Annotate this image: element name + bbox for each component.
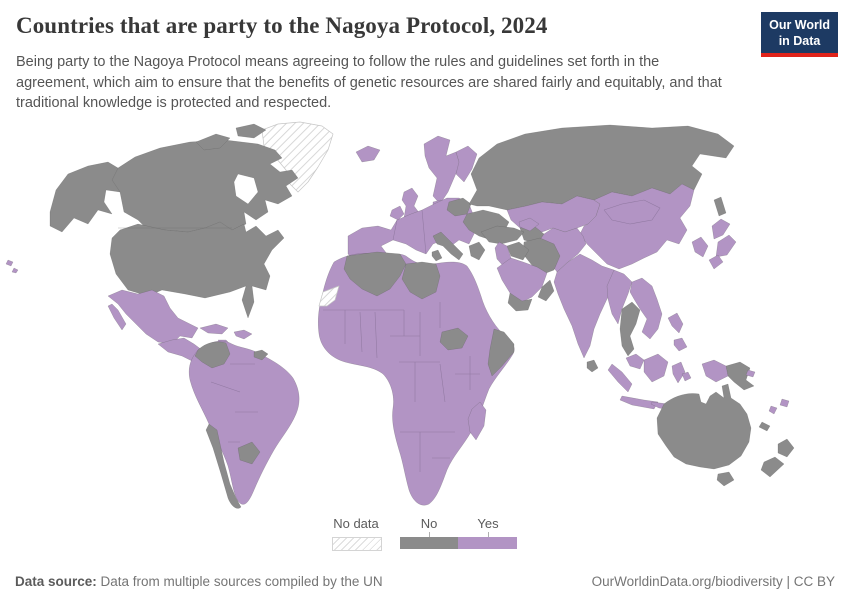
country-vanuatu[interactable] (768, 405, 778, 415)
country-cuba[interactable] (199, 323, 229, 335)
owid-logo-line1: Our World (769, 18, 830, 32)
country-pacific-island[interactable] (11, 267, 19, 274)
legend-label-no: No (420, 516, 438, 531)
country-canada[interactable] (111, 139, 299, 233)
country-caucasus[interactable] (518, 217, 540, 232)
chart-footer: Data source: Data from multiple sources … (0, 574, 850, 589)
country-new-zealand[interactable] (760, 456, 785, 478)
country-italy[interactable] (432, 231, 464, 261)
country-iceland[interactable] (355, 145, 381, 163)
country-south-sudan[interactable] (439, 327, 469, 351)
country-arctic-islands[interactable] (235, 123, 267, 139)
country-fiji[interactable] (779, 398, 790, 408)
country-thailand[interactable] (619, 301, 641, 357)
country-sri-lanka[interactable] (586, 359, 599, 373)
country-australia[interactable] (656, 383, 752, 470)
country-alaska[interactable] (49, 161, 121, 233)
country-moluccas[interactable] (681, 371, 692, 382)
country-paraguay[interactable] (237, 441, 261, 465)
country-philippines[interactable] (673, 337, 688, 352)
country-borneo[interactable] (643, 353, 669, 383)
country-chile[interactable] (205, 423, 242, 509)
owid-logo: Our World in Data (761, 12, 838, 57)
country-new-zealand[interactable] (777, 438, 795, 458)
country-suriname[interactable] (253, 349, 269, 361)
country-ireland[interactable] (389, 205, 405, 221)
country-japan[interactable] (708, 254, 724, 270)
owid-url-link[interactable]: OurWorldinData.org/biodiversity (591, 574, 783, 589)
legend-swatch-yes[interactable] (458, 537, 517, 549)
country-algeria[interactable] (343, 251, 407, 297)
region-africa[interactable] (317, 253, 515, 506)
country-somalia[interactable] (487, 328, 515, 377)
country-malaysia[interactable] (625, 353, 645, 370)
country-japan[interactable] (711, 218, 731, 240)
country-sakhalin[interactable] (713, 196, 727, 217)
country-iran[interactable] (522, 237, 561, 276)
footer-attribution: OurWorldinData.org/biodiversity | CC BY (592, 574, 835, 589)
country-japan[interactable] (715, 234, 737, 258)
country-sardinia[interactable] (431, 249, 443, 262)
data-source-text: Data from multiple sources compiled by t… (96, 574, 383, 589)
country-libya[interactable] (401, 261, 441, 300)
country-western-sahara[interactable] (318, 285, 340, 307)
map-legend: No data No Yes (332, 516, 532, 552)
country-pacific-island[interactable] (5, 259, 14, 267)
license-text: | CC BY (782, 574, 835, 589)
country-new-caledonia[interactable] (758, 421, 771, 432)
country-oman[interactable] (537, 279, 555, 302)
country-korea[interactable] (691, 236, 709, 258)
country-solomon-islands[interactable] (745, 369, 756, 378)
country-indochina[interactable] (629, 277, 663, 340)
data-source-label: Data source: (15, 574, 97, 589)
legend-tick-yes (488, 532, 489, 537)
legend-tick-no (429, 532, 430, 537)
country-greece[interactable] (468, 241, 486, 261)
legend-swatch-no[interactable] (400, 537, 458, 549)
country-tasmania[interactable] (716, 471, 735, 487)
country-norway-sweden[interactable] (423, 135, 461, 205)
country-madagascar[interactable] (467, 401, 487, 441)
country-philippines[interactable] (667, 312, 684, 334)
country-china-mongolia[interactable] (579, 183, 695, 270)
page-title: Countries that are party to the Nagoya P… (16, 13, 548, 38)
country-colombia[interactable] (194, 341, 231, 369)
country-myanmar[interactable] (606, 269, 633, 325)
country-sulawesi[interactable] (671, 361, 686, 384)
country-sumatra[interactable] (607, 363, 633, 393)
country-mexico[interactable] (107, 289, 199, 345)
world-choropleth-map (0, 112, 850, 517)
country-iraq[interactable] (506, 241, 530, 261)
country-turkey[interactable] (480, 225, 525, 245)
country-west-papua[interactable] (701, 359, 729, 383)
country-finland[interactable] (455, 145, 478, 183)
country-papua-new-guinea[interactable] (725, 361, 755, 391)
chart-subtitle: Being party to the Nagoya Protocol means… (16, 54, 722, 112)
data-source-note: Data source: Data from multiple sources … (15, 574, 383, 589)
region-europe-mainland[interactable] (347, 197, 476, 265)
country-yemen[interactable] (507, 292, 533, 312)
legend-swatch-no-data[interactable] (332, 537, 382, 551)
country-india[interactable] (553, 253, 621, 359)
country-arctic-islands[interactable] (195, 133, 231, 151)
country-java[interactable] (619, 395, 659, 410)
owid-logo-line2: in Data (778, 34, 821, 49)
country-south-america[interactable] (188, 340, 300, 505)
country-baja-california[interactable] (107, 303, 127, 331)
country-hispaniola[interactable] (233, 329, 253, 340)
legend-label-yes: Yes (477, 516, 499, 531)
legend-label-no-data: No data (333, 516, 379, 531)
